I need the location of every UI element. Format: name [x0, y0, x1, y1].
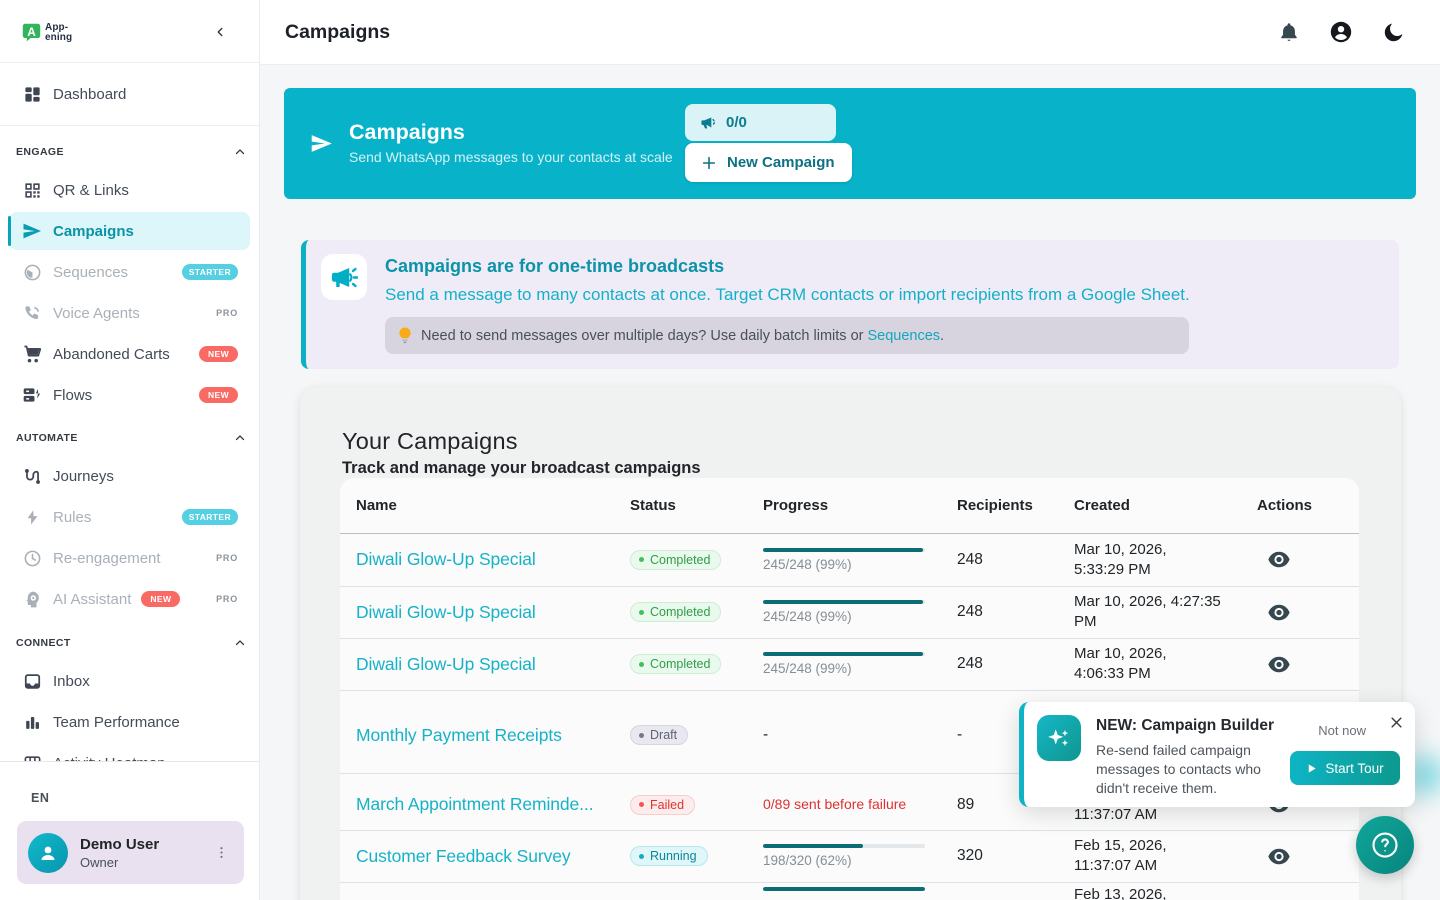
- svg-text:A: A: [27, 25, 36, 39]
